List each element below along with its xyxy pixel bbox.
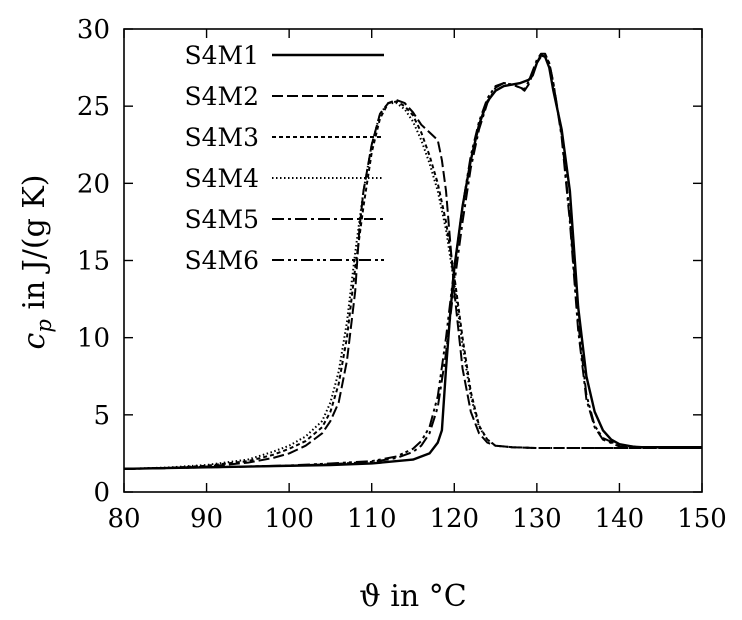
x-tick-label-4: 120: [429, 504, 479, 534]
x-tick-label-5: 130: [512, 504, 562, 534]
x-tick-label-6: 140: [595, 504, 645, 534]
y-axis-label-subscript: p: [32, 319, 56, 332]
y-tick-label-4: 20: [77, 169, 110, 199]
series-line-s4m3: [123, 100, 702, 470]
axis-ticks: 80 90 100 110 120 130 140 150 0 5 10 15 20 25 30: [77, 15, 727, 534]
series-line-s4m6: [123, 54, 702, 470]
y-tick-label-0: 0: [93, 478, 110, 508]
plot-frame: [123, 28, 703, 493]
x-tick-label-7: 150: [677, 504, 727, 534]
y-tick-label-3: 15: [77, 247, 110, 277]
x-tick-label-3: 110: [347, 504, 397, 534]
y-tick-label-2: 10: [77, 324, 110, 354]
x-tick-label-0: 80: [107, 504, 140, 534]
y-tick-label-5: 25: [77, 92, 110, 122]
series-line-s4m1: [123, 54, 702, 471]
y-tick-label-6: 30: [77, 15, 110, 45]
series-line-s4m4: [123, 102, 702, 470]
x-tick-label-1: 90: [190, 504, 223, 534]
legend-label-s4m6: S4M6: [184, 246, 259, 275]
legend-label-s4m2: S4M2: [184, 82, 259, 111]
legend-label-s4m1: S4M1: [184, 41, 259, 70]
legend: S4M1 S4M2 S4M3 S4M4 S4M5 S4M6: [184, 41, 384, 275]
legend-label-s4m5: S4M5: [184, 205, 259, 234]
legend-label-s4m3: S4M3: [184, 123, 259, 152]
y-axis-label: cp in J/(g K): [17, 175, 56, 350]
y-axis-label-symbol: c: [17, 332, 52, 349]
series-line-s4m2: [123, 98, 702, 470]
legend-label-s4m4: S4M4: [184, 164, 259, 193]
plot-area: [123, 52, 702, 471]
x-tick-label-2: 100: [264, 504, 314, 534]
x-axis-label: ϑ in °C: [359, 579, 466, 614]
y-tick-label-1: 5: [93, 401, 110, 431]
y-axis-label-unit: in J/(g K): [17, 175, 52, 320]
